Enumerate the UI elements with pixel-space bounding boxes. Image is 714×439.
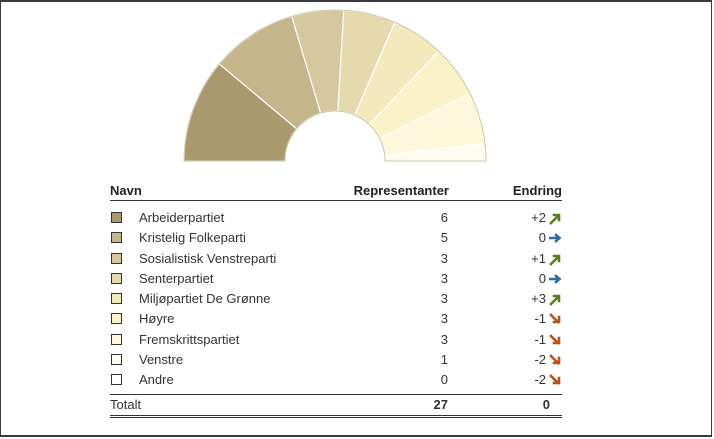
party-name: Arbeiderpartiet <box>139 210 225 225</box>
party-representatives: 5 <box>440 230 448 246</box>
party-change: +2 <box>531 210 546 225</box>
total-change: 0 <box>542 396 550 412</box>
arrow-up-right-icon <box>549 213 561 225</box>
arrow-down-right-icon <box>549 354 561 365</box>
party-representatives: 3 <box>440 331 448 347</box>
table-header: Navn Representanter Endring <box>110 182 562 201</box>
table-row: Sosialistisk Venstreparti 3 +1 <box>110 250 562 270</box>
legend-swatch <box>111 293 122 305</box>
party-name: Fremskrittspartiet <box>139 331 240 347</box>
table-row: Andre 0 -2 <box>110 371 562 391</box>
party-representatives: 3 <box>440 270 448 286</box>
party-change: -2 <box>534 352 546 368</box>
party-change: -2 <box>534 372 546 388</box>
arrow-down-right-icon <box>549 313 561 325</box>
party-representatives: 1 <box>440 352 448 368</box>
party-representatives: 3 <box>440 250 448 266</box>
party-representatives: 6 <box>440 210 448 225</box>
party-change: +1 <box>531 250 546 266</box>
table-row: Arbeiderpartiet 6 +2 <box>110 209 562 229</box>
legend-swatch <box>111 252 122 264</box>
party-name: Sosialistisk Venstreparti <box>139 250 277 266</box>
arrow-up-right-icon <box>549 254 561 266</box>
table-row: Høyre 3 -1 <box>110 310 562 330</box>
chart-outline <box>183 9 487 162</box>
legend-swatch <box>111 354 122 366</box>
party-name: Miljøpartiet De Grønne <box>139 291 271 307</box>
party-name: Andre <box>139 372 174 388</box>
arrow-down-right-icon <box>549 333 561 345</box>
party-name: Senterpartiet <box>139 270 214 286</box>
total-row: Totalt 27 0 <box>110 393 562 418</box>
seat-distribution-chart <box>183 9 487 162</box>
header-representatives: Representanter <box>353 183 449 198</box>
legend-swatch <box>111 333 122 345</box>
arrow-up-right-icon <box>549 294 561 307</box>
legend-swatch <box>111 313 122 325</box>
party-change: -1 <box>534 311 546 327</box>
table-row: Senterpartiet 3 0 <box>110 270 562 290</box>
party-representatives: 3 <box>440 311 448 327</box>
arrow-right-icon <box>549 233 562 244</box>
party-representatives: 3 <box>440 291 448 307</box>
table-rows: Arbeiderpartiet 6 +2 Kristelig Folkeparti 5 0… <box>110 201 562 392</box>
arrow-right-icon <box>549 274 562 284</box>
table-row: Venstre 1 -2 <box>110 351 562 371</box>
table-row: Kristelig Folkeparti 5 0 <box>110 229 562 249</box>
party-change: 0 <box>538 270 546 286</box>
party-name: Høyre <box>139 311 175 327</box>
table-row: Miljøpartiet De Grønne 3 +3 <box>110 290 562 310</box>
total-label: Totalt <box>110 396 142 412</box>
legend-swatch <box>111 212 122 223</box>
header-name: Navn <box>110 183 142 198</box>
legend-swatch <box>111 374 122 386</box>
legend-swatch <box>111 272 122 284</box>
legend-swatch <box>111 232 122 244</box>
total-representatives: 27 <box>433 396 448 412</box>
party-representatives: 0 <box>440 372 448 388</box>
arrow-down-right-icon <box>549 374 561 386</box>
party-change: +3 <box>531 291 546 307</box>
party-name: Venstre <box>139 352 184 368</box>
table-row: Fremskrittspartiet 3 -1 <box>110 331 562 351</box>
results-table: Navn Representanter Endring Arbeiderpart… <box>110 182 562 418</box>
party-change: 0 <box>538 230 546 246</box>
party-name: Kristelig Folkeparti <box>139 230 246 246</box>
party-change: -1 <box>534 331 546 347</box>
header-change: Endring <box>512 183 562 198</box>
